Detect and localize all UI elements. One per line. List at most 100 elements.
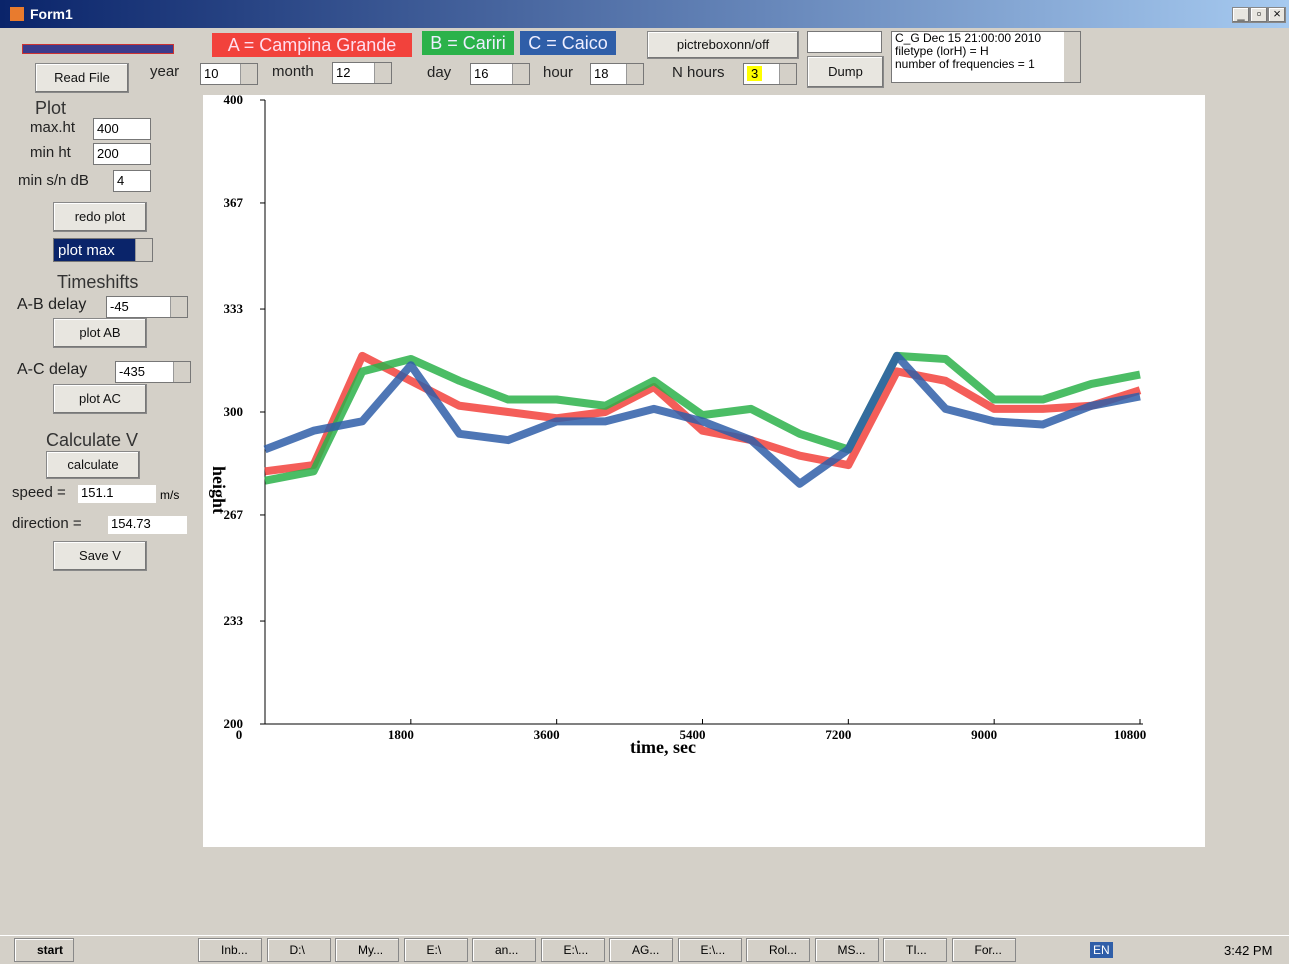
spinner[interactable] (374, 63, 391, 83)
ab-delay-input[interactable]: -45 (106, 296, 188, 318)
window-title: Form1 (30, 6, 73, 22)
dump-button[interactable]: Dump (807, 56, 884, 88)
taskbar-item[interactable]: E:\ (403, 938, 468, 962)
taskbar-item[interactable]: My... (335, 938, 399, 962)
x-tick-label: 1800 (388, 727, 414, 742)
progress-bar (22, 44, 174, 54)
day-label: day (427, 64, 452, 81)
ab-delay-label: A-B delay (17, 296, 87, 313)
hour-label: hour (543, 64, 574, 81)
taskbar-item[interactable]: For... (951, 938, 1016, 962)
plot-heading: Plot (35, 98, 67, 118)
spinner[interactable] (173, 362, 190, 382)
taskbar-item[interactable]: MS... (814, 938, 879, 962)
title-bar: Form1 _ ▫ × (0, 0, 1289, 28)
spinner[interactable] (170, 297, 187, 317)
save-v-button[interactable]: Save V (53, 541, 147, 571)
plot-max-select[interactable]: plot max (53, 238, 153, 262)
app-icon (10, 7, 24, 21)
min-ht-input[interactable]: 200 (93, 143, 151, 165)
legend-c: C = Caico (520, 31, 616, 55)
direction-output: 154.73 (108, 516, 187, 534)
speed-output: 151.1 (78, 485, 156, 503)
spinner[interactable] (626, 64, 643, 84)
spinner[interactable] (512, 64, 529, 84)
info-line: filetype (lorH) = H (895, 44, 989, 58)
month-value: 12 (336, 65, 351, 80)
min-sn-input[interactable]: 4 (113, 170, 151, 192)
taskbar-item[interactable]: an... (472, 938, 536, 962)
start-button[interactable]: start (14, 938, 74, 962)
timeshifts-heading: Timeshifts (57, 272, 139, 292)
x-tick-label: 0 (236, 727, 243, 742)
day-input[interactable]: 16 (470, 63, 530, 85)
x-axis-label: time, sec (630, 737, 696, 757)
maximize[interactable]: ▫ (1250, 7, 1268, 23)
spinner[interactable] (240, 64, 257, 84)
taskbar: start Inb... D:\ My... E:\ an... E:\... AG... E… (0, 935, 1289, 964)
ac-delay-input[interactable]: -435 (115, 361, 191, 383)
redo-plot-button[interactable]: redo plot (53, 202, 147, 232)
y-tick-label: 267 (224, 507, 244, 522)
plot-max-text: plot max (58, 242, 115, 259)
taskbar-item[interactable]: Inb... (198, 938, 262, 962)
day-value: 16 (474, 66, 489, 81)
hour-input[interactable]: 18 (590, 63, 644, 85)
max-ht-label: max.ht (30, 119, 76, 136)
max-ht-input[interactable]: 400 (93, 118, 151, 140)
calc-heading: Calculate V (46, 430, 139, 450)
taskbar-item[interactable]: E:\... (540, 938, 605, 962)
legend-a: A = Campina Grande (212, 33, 412, 57)
y-tick-label: 333 (224, 301, 244, 316)
read-file-button[interactable]: Read File (35, 63, 129, 93)
scrollbar[interactable] (1064, 32, 1080, 82)
calculate-button[interactable]: calculate (46, 451, 140, 479)
ab-delay-value: -45 (110, 299, 129, 314)
min-ht-label: min ht (30, 144, 71, 161)
n-hours-label: N hours (672, 64, 725, 81)
plot-background (203, 95, 1205, 847)
plot-ac-button[interactable]: plot AC (53, 384, 147, 414)
y-tick-label: 400 (224, 95, 244, 107)
series-line (263, 351, 1141, 488)
language: EN (1090, 942, 1113, 958)
n-hours-value: 3 (747, 66, 763, 81)
year-input[interactable]: 10 (200, 63, 258, 85)
direction-label: direction = (12, 515, 82, 532)
y-tick-label: 300 (224, 404, 244, 419)
x-tick-label: 9000 (971, 727, 997, 742)
year-label: year (150, 63, 180, 80)
info-list[interactable]: C_G Dec 15 21:00:00 2010 filetype (lorH)… (891, 31, 1081, 83)
y-axis-label: height (209, 466, 229, 514)
taskbar-item[interactable]: AG... (609, 938, 673, 962)
close[interactable]: × (1268, 7, 1286, 23)
taskbar-item[interactable]: TI... (883, 938, 947, 962)
ac-delay-value: -435 (119, 364, 146, 379)
speed-label: speed = (12, 484, 66, 501)
picture-toggle[interactable]: pictreboxonn/off (647, 31, 799, 59)
month-input[interactable]: 12 (332, 62, 392, 84)
minimize[interactable]: _ (1232, 7, 1250, 23)
ac-delay-label: A-C delay (17, 361, 88, 378)
n-hours-input[interactable]: 3 (743, 63, 797, 85)
y-tick-label: 233 (224, 613, 244, 628)
series-line (264, 351, 1142, 476)
taskbar-item[interactable]: E:\... (677, 938, 742, 962)
month-label: month (272, 63, 314, 80)
taskbar-item[interactable]: D:\ (266, 938, 331, 962)
clock: 3:42 PM (1224, 943, 1273, 958)
text-box[interactable] (807, 31, 882, 53)
x-tick-label: 7200 (825, 727, 851, 742)
taskbar-item[interactable]: Rol... (746, 938, 810, 962)
speed-unit: m/s (160, 488, 180, 502)
spinner[interactable] (135, 239, 152, 261)
y-tick-label: 367 (224, 195, 244, 210)
info-line: C_G Dec 15 21:00:00 2010 (895, 31, 1042, 45)
plot-ab-button[interactable]: plot AB (53, 318, 147, 348)
legend-b: B = Cariri (422, 31, 514, 55)
chart: time, sec height 200 233 267 300 333 367 400 0 1… (203, 95, 1205, 847)
min-sn-label: min s/n dB (18, 172, 89, 189)
x-tick-label: 10800 (1114, 727, 1147, 742)
spinner[interactable] (779, 64, 796, 84)
